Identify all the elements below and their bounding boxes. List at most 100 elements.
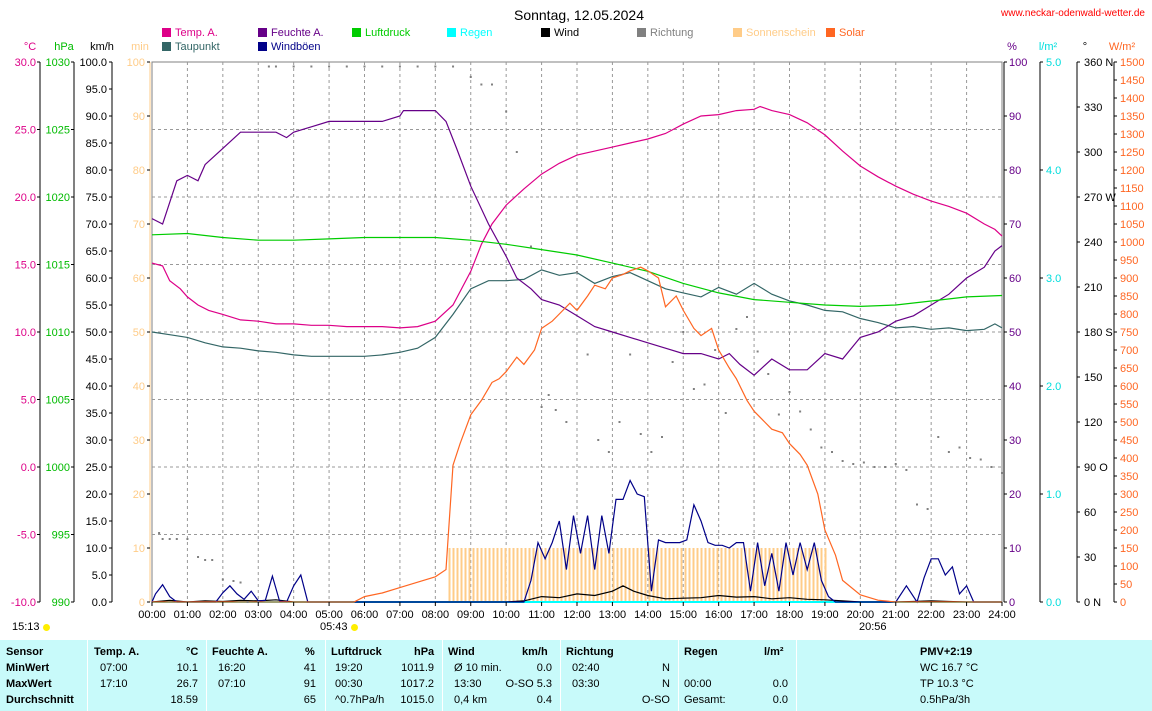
solar-tick-label: 800 xyxy=(1120,309,1138,321)
direction-point xyxy=(661,436,663,438)
x-tick-label: 04:00 xyxy=(280,609,308,621)
x-tick-label: 22:00 xyxy=(917,609,945,621)
solar-tick-label: 550 xyxy=(1120,399,1138,411)
direction-point xyxy=(607,451,610,453)
solar-tick-label: 1100 xyxy=(1120,201,1144,213)
stats-cell-label: Durchschnitt xyxy=(6,694,74,706)
sunrise-icon xyxy=(350,623,358,631)
legend-swatch xyxy=(352,28,361,37)
stats-header-press-unit: hPa xyxy=(414,646,435,658)
direction-point xyxy=(831,451,833,453)
direction-point xyxy=(894,463,897,465)
stats-cell-dir-t: 02:40 xyxy=(572,662,600,674)
solar-tick-label: 750 xyxy=(1120,327,1138,339)
legend-swatch xyxy=(258,28,267,37)
x-tick-label: 09:00 xyxy=(457,609,485,621)
temp-tick-label: 0.0 xyxy=(21,462,36,474)
direction-point xyxy=(398,65,401,68)
stats-header-rain: Regen xyxy=(684,646,718,658)
wind-tick-label: 50.0 xyxy=(86,327,107,339)
stats-cell-hum-t: 07:10 xyxy=(218,678,246,690)
x-tick-label: 06:00 xyxy=(351,609,379,621)
legend-label: Sonnenschein xyxy=(746,27,816,39)
solar-tick-label: 1050 xyxy=(1120,219,1144,231)
direction-tick-label: 60 xyxy=(1084,507,1096,519)
stats-header-dir: Richtung xyxy=(566,646,614,658)
direction-point xyxy=(926,508,929,510)
stats-cell-dir-t: 03:30 xyxy=(572,678,600,690)
direction-point xyxy=(862,461,865,464)
stats-cell-press-t: 00:30 xyxy=(335,678,363,690)
stats-panel: Sensor Temp. A. °C Feuchte A. % Luftdruc… xyxy=(0,640,1152,711)
wind-tick-label: 85.0 xyxy=(86,138,107,150)
wind-tick-label: 65.0 xyxy=(86,246,107,258)
solar-tick-label: 1300 xyxy=(1120,129,1144,141)
direction-point xyxy=(505,110,508,113)
direction-point xyxy=(267,65,270,68)
temp-tick-label: 10.0 xyxy=(15,327,36,339)
x-tick-label: 16:00 xyxy=(705,609,733,621)
direction-point xyxy=(916,503,918,506)
stats-cell-press-t: ^0.7hPa/h xyxy=(335,694,385,706)
stats-header-rain-unit: l/m² xyxy=(764,646,784,658)
direction-point xyxy=(809,428,812,431)
solar-tick-label: 1150 xyxy=(1120,183,1144,195)
x-tick-label: 02:00 xyxy=(209,609,237,621)
sunshine-tick-label: 90 xyxy=(133,111,145,123)
direction-point xyxy=(554,409,557,411)
stats-header-hum: Feuchte A. xyxy=(212,646,268,658)
x-tick-label: 20:00 xyxy=(847,609,875,621)
legend-swatch xyxy=(637,28,646,37)
humidity-tick-label: 100 xyxy=(1009,57,1027,69)
direction-point xyxy=(735,328,738,330)
stats-cell-wind-t: 0,4 km xyxy=(454,694,488,706)
direction-tick-label: 90 O xyxy=(1084,462,1108,474)
series-taupunkt xyxy=(151,269,1003,357)
legend-label: Feuchte A. xyxy=(271,27,324,39)
sunshine-tick-label: 80 xyxy=(133,165,145,177)
direction-point xyxy=(714,349,717,351)
stats-cell-hum-v: 91 xyxy=(303,678,316,690)
humidity-tick-label: 30 xyxy=(1009,435,1021,447)
solar-tick-label: 1450 xyxy=(1120,75,1144,87)
direction-tick-label: 30 xyxy=(1084,552,1096,564)
axes: 00:00 01:00 02:00 03:00 04:00 05:00 06:00 07:00… xyxy=(11,41,1145,621)
direction-point xyxy=(799,410,802,413)
stats-cell-hum-t: 16:20 xyxy=(218,662,246,674)
sun-time-label: 15:13 xyxy=(12,621,50,633)
direction-tick-label: 180 S xyxy=(1084,327,1113,339)
humidity-tick-label: 0 xyxy=(1009,597,1015,609)
temp-tick-label: 25.0 xyxy=(15,125,36,137)
solar-tick-label: 50 xyxy=(1120,579,1132,591)
direction-point xyxy=(197,556,200,558)
direction-point xyxy=(947,451,950,453)
x-tick-label: 00:00 xyxy=(138,609,166,621)
series-solar xyxy=(152,266,1002,603)
legend-label: Luftdruck xyxy=(365,27,411,39)
rain-tick-label: 3.0 xyxy=(1046,273,1061,285)
stats-cell-temp-t: 07:00 xyxy=(100,662,128,674)
solar-tick-label: 250 xyxy=(1120,507,1138,519)
humidity-tick-label: 40 xyxy=(1009,381,1021,393)
wind-tick-label: 40.0 xyxy=(86,381,107,393)
wind-tick-label: 30.0 xyxy=(86,435,107,447)
direction-point xyxy=(529,245,532,248)
legend-label: Temp. A. xyxy=(175,27,218,39)
pressure-tick-label: 1010 xyxy=(46,327,70,339)
humidity-tick-label: 10 xyxy=(1009,543,1021,555)
wind-tick-label: 45.0 xyxy=(86,354,107,366)
stats-cell-label: MaxWert xyxy=(6,678,52,690)
direction-point xyxy=(1001,472,1003,474)
solar-tick-label: 700 xyxy=(1120,345,1138,357)
direction-tick-label: 150 xyxy=(1084,372,1102,384)
sunshine-tick-label: 100 xyxy=(127,57,145,69)
site-url-link[interactable]: www.neckar-odenwald-wetter.de xyxy=(1000,8,1145,19)
wind-tick-label: 0.0 xyxy=(92,597,107,609)
direction-point xyxy=(175,538,178,540)
legend-label: Solar xyxy=(839,27,865,39)
pressure-tick-label: 1015 xyxy=(46,260,70,272)
direction-point xyxy=(381,65,384,68)
x-tick-label: 15:00 xyxy=(669,609,697,621)
sunset-label: 20:56 xyxy=(859,621,887,633)
legend-swatch xyxy=(447,28,456,37)
